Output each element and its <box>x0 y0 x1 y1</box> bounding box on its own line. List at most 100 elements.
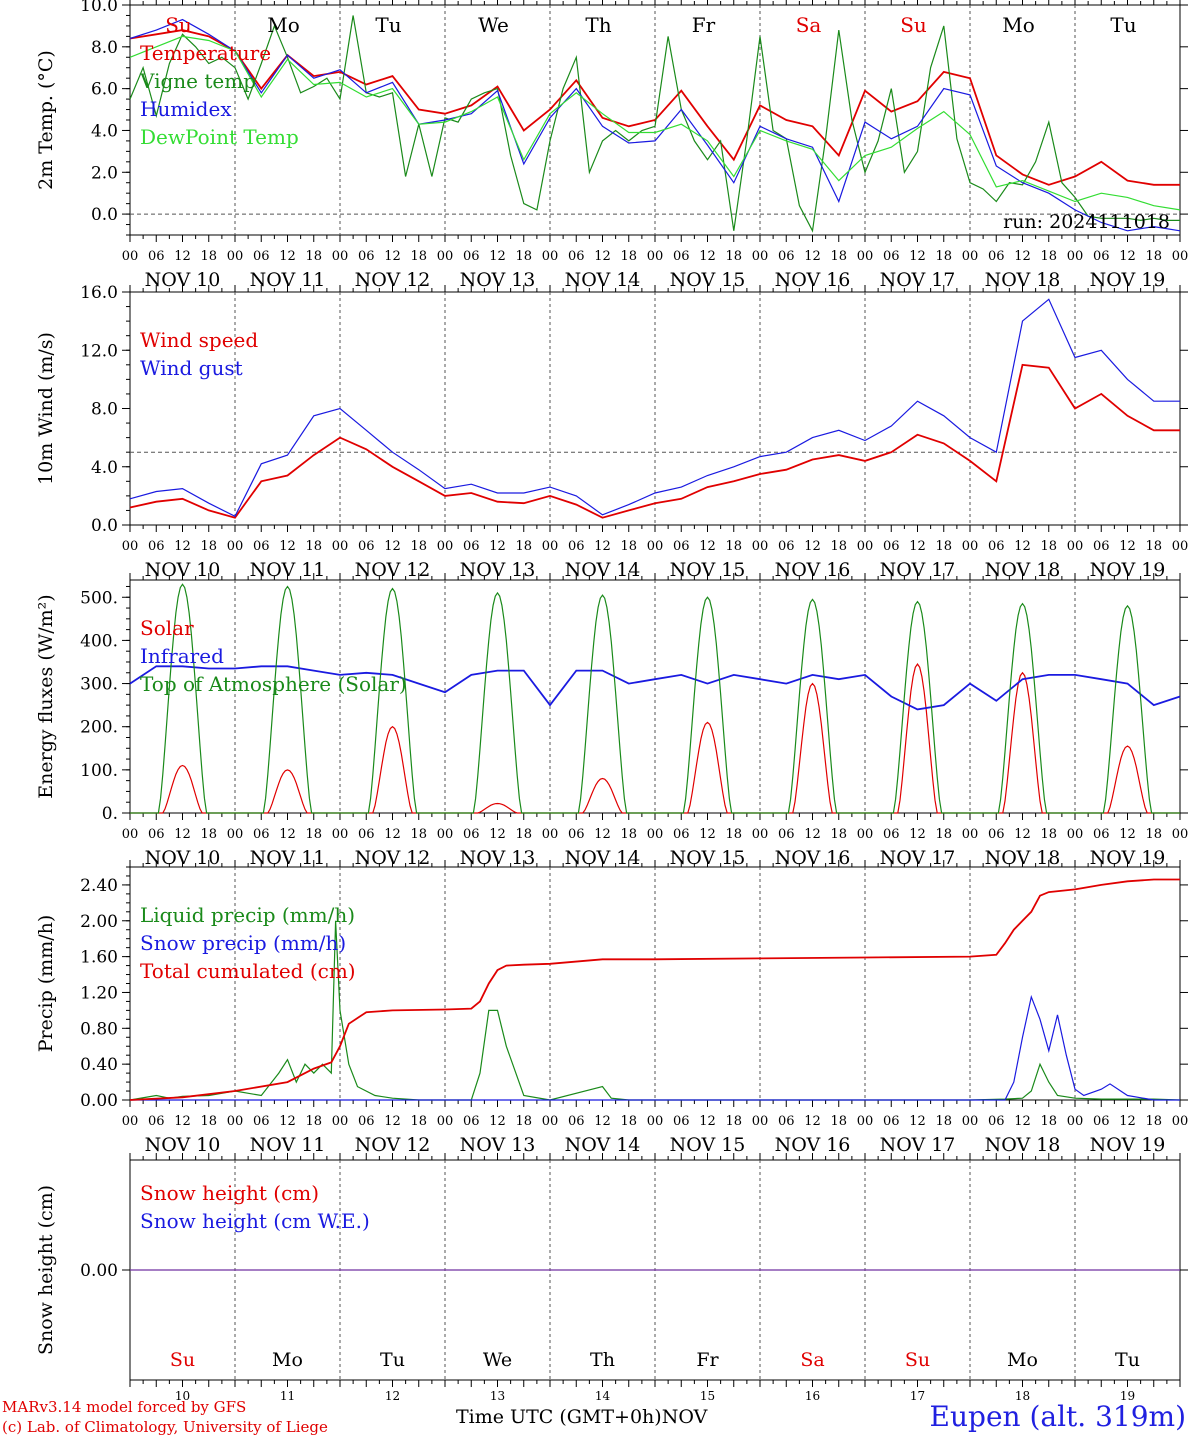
weekday-label: Mo <box>267 13 300 37</box>
hour-label: 12 <box>489 249 506 264</box>
hour-label: 12 <box>594 249 611 264</box>
hour-label: 18 <box>620 1114 637 1129</box>
lab-credit: (c) Lab. of Climatology, University of L… <box>2 1418 328 1436</box>
hour-label: 12 <box>909 1114 926 1129</box>
hour-label: 12 <box>1119 1114 1136 1129</box>
hour-label: 12 <box>699 249 716 264</box>
y-axis-title: Precip (mm/h) <box>35 915 57 1053</box>
hour-label: 12 <box>699 827 716 842</box>
hour-label: 06 <box>358 539 375 554</box>
hour-label: 00 <box>1067 249 1084 264</box>
hour-label: 00 <box>437 827 454 842</box>
hour-label: 18 <box>620 827 637 842</box>
hour-label: 12 <box>489 539 506 554</box>
hour-label: 00 <box>857 1114 874 1129</box>
hour-label: 12 <box>174 249 191 264</box>
hour-label: 06 <box>883 249 900 264</box>
hour-label: 18 <box>830 1114 847 1129</box>
hour-label: 18 <box>200 249 217 264</box>
hour-label: 06 <box>568 249 585 264</box>
hour-label: 06 <box>673 827 690 842</box>
y-tick-label: 2.40 <box>80 876 118 896</box>
y-tick-label: 12.0 <box>80 341 118 361</box>
hour-label: 00 <box>227 249 244 264</box>
hour-label: 00 <box>647 1114 664 1129</box>
hour-label: 00 <box>962 249 979 264</box>
hour-label: 12 <box>804 249 821 264</box>
hour-label: 00 <box>857 827 874 842</box>
hour-label: 00 <box>437 1114 454 1129</box>
date-label: NOV 15 <box>670 847 746 869</box>
hour-label: 00 <box>437 249 454 264</box>
date-label: NOV 11 <box>250 559 326 581</box>
hour-label: 18 <box>1145 827 1162 842</box>
weekday-label-bottom: Sa <box>800 1349 824 1371</box>
y-axis-title: Snow height (cm) <box>35 1185 57 1355</box>
hour-label: 00 <box>1067 827 1084 842</box>
day-number: 17 <box>910 1389 925 1403</box>
hour-label: 06 <box>253 249 270 264</box>
hour-label: 18 <box>515 827 532 842</box>
hour-label: 18 <box>935 827 952 842</box>
hour-label: 06 <box>988 827 1005 842</box>
hour-label: 12 <box>384 1114 401 1129</box>
hour-label: 06 <box>673 1114 690 1129</box>
y-tick-label: 8.0 <box>91 400 118 420</box>
series-line-dewpoint-temp <box>129 35 1181 211</box>
date-label: NOV 12 <box>355 559 431 581</box>
hour-label: 12 <box>804 1114 821 1129</box>
date-label: NOV 15 <box>670 559 746 581</box>
hour-label: 18 <box>935 249 952 264</box>
hour-label: 06 <box>778 539 795 554</box>
hour-label: 00 <box>122 539 139 554</box>
hour-label: 00 <box>752 249 769 264</box>
day-number: 14 <box>595 1389 611 1403</box>
month-label: NOV <box>661 1406 708 1428</box>
series-line-top-of-atmosphere-solar <box>130 583 1180 814</box>
y-tick-label: 8.0 <box>91 38 118 58</box>
weekday-label-bottom: Fr <box>696 1349 719 1371</box>
hour-label: 06 <box>463 1114 480 1129</box>
hour-label: 18 <box>725 539 742 554</box>
date-label: NOV 14 <box>565 847 641 869</box>
hour-label: 06 <box>988 539 1005 554</box>
weekday-label: Sa <box>796 13 822 37</box>
hour-label: 12 <box>279 1114 296 1129</box>
hour-label: 18 <box>305 539 322 554</box>
y-tick-label: 100. <box>80 761 118 781</box>
hour-label: 18 <box>1145 539 1162 554</box>
hour-label: 06 <box>358 827 375 842</box>
hour-label: 12 <box>1014 539 1031 554</box>
weekday-label-bottom: Su <box>170 1349 195 1371</box>
hour-label: 12 <box>384 539 401 554</box>
hour-label: 06 <box>358 249 375 264</box>
hour-label: 18 <box>305 249 322 264</box>
hour-label: 00 <box>752 539 769 554</box>
hour-label: 00 <box>542 539 559 554</box>
weekday-label-bottom: Tu <box>380 1349 405 1371</box>
hour-label: 18 <box>1040 1114 1057 1129</box>
date-label: NOV 15 <box>670 269 746 291</box>
hour-label: 00 <box>437 539 454 554</box>
hour-label: 18 <box>725 249 742 264</box>
date-label: NOV 13 <box>460 1134 536 1156</box>
weekday-label: Su <box>900 13 927 37</box>
hour-label: 06 <box>988 1114 1005 1129</box>
hour-label: 12 <box>174 1114 191 1129</box>
hour-label: 12 <box>594 539 611 554</box>
date-label: NOV 14 <box>565 269 641 291</box>
hour-label: 18 <box>305 827 322 842</box>
y-tick-label: 0. <box>102 804 118 824</box>
y-axis-title: 2m Temp. (°C) <box>35 50 57 190</box>
series-line-humidex <box>129 18 1181 232</box>
hour-label: 18 <box>515 539 532 554</box>
hour-label: 06 <box>778 1114 795 1129</box>
hour-label: 06 <box>358 1114 375 1129</box>
series-line-temperature <box>129 29 1180 186</box>
series-line-vigne-temp <box>129 15 1180 233</box>
weekday-label-bottom: We <box>483 1349 512 1371</box>
date-label: NOV 19 <box>1090 847 1166 869</box>
y-tick-label: 4.0 <box>91 121 118 141</box>
hour-label: 00 <box>962 1114 979 1129</box>
